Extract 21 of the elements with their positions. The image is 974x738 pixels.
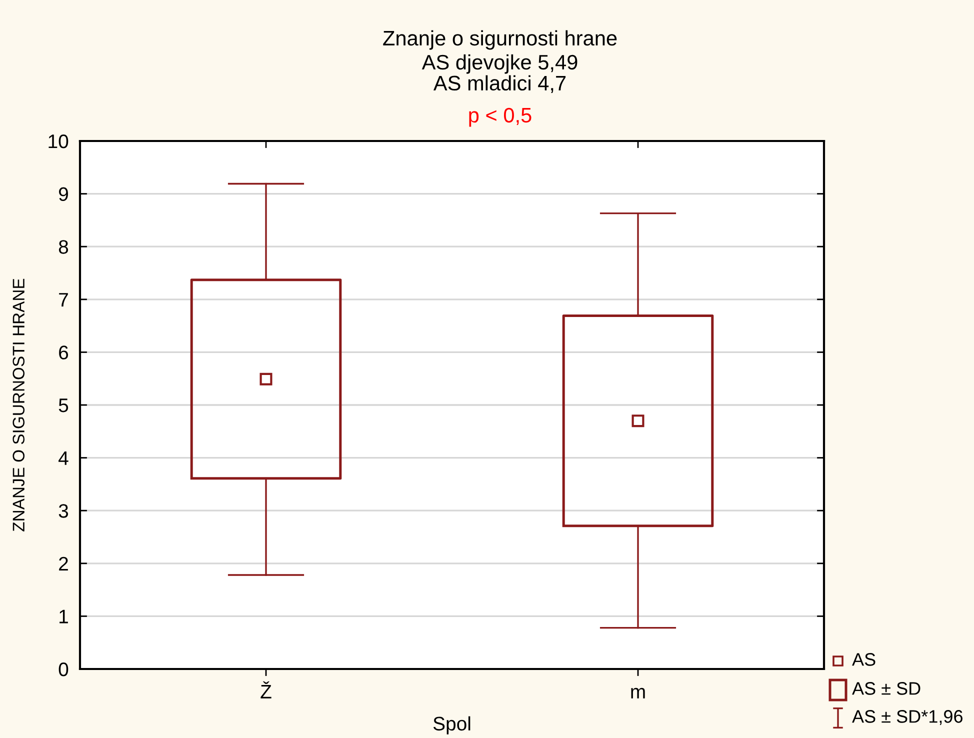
y-tick-label: 1: [60, 610, 68, 624]
y-tick-label: 2: [59, 556, 68, 570]
text: AS ± SD: [852, 682, 920, 695]
text: p < 0,5: [469, 108, 532, 127]
chart-subtitle: AS djevojke 5,49 AS mladici 4,7: [422, 54, 578, 94]
y-tick-label: 0: [58, 662, 68, 676]
y-tick-label: 8: [58, 240, 68, 254]
y-tick-label: 4: [58, 451, 68, 465]
y-tick-label: 9: [58, 187, 68, 202]
x-axis-title: Spol: [433, 716, 470, 734]
y-tick-label: 6: [59, 346, 68, 360]
y-tick-label: 5: [58, 398, 68, 412]
chart-title: Znanje o sigurnosti hrane: [383, 30, 617, 50]
y-tick-label: 10: [48, 134, 68, 148]
y-tick-label: 3: [58, 504, 68, 518]
y-axis-title: ZNANJE O SIGURNOSTI HRANE: [12, 278, 25, 532]
text: AS: [852, 653, 876, 666]
x-tick-label: Ž: [260, 681, 272, 698]
text: AS ± SD*1,96: [852, 710, 962, 725]
x-tick-label: m: [631, 688, 645, 698]
y-tick-label: 7: [59, 293, 68, 306]
